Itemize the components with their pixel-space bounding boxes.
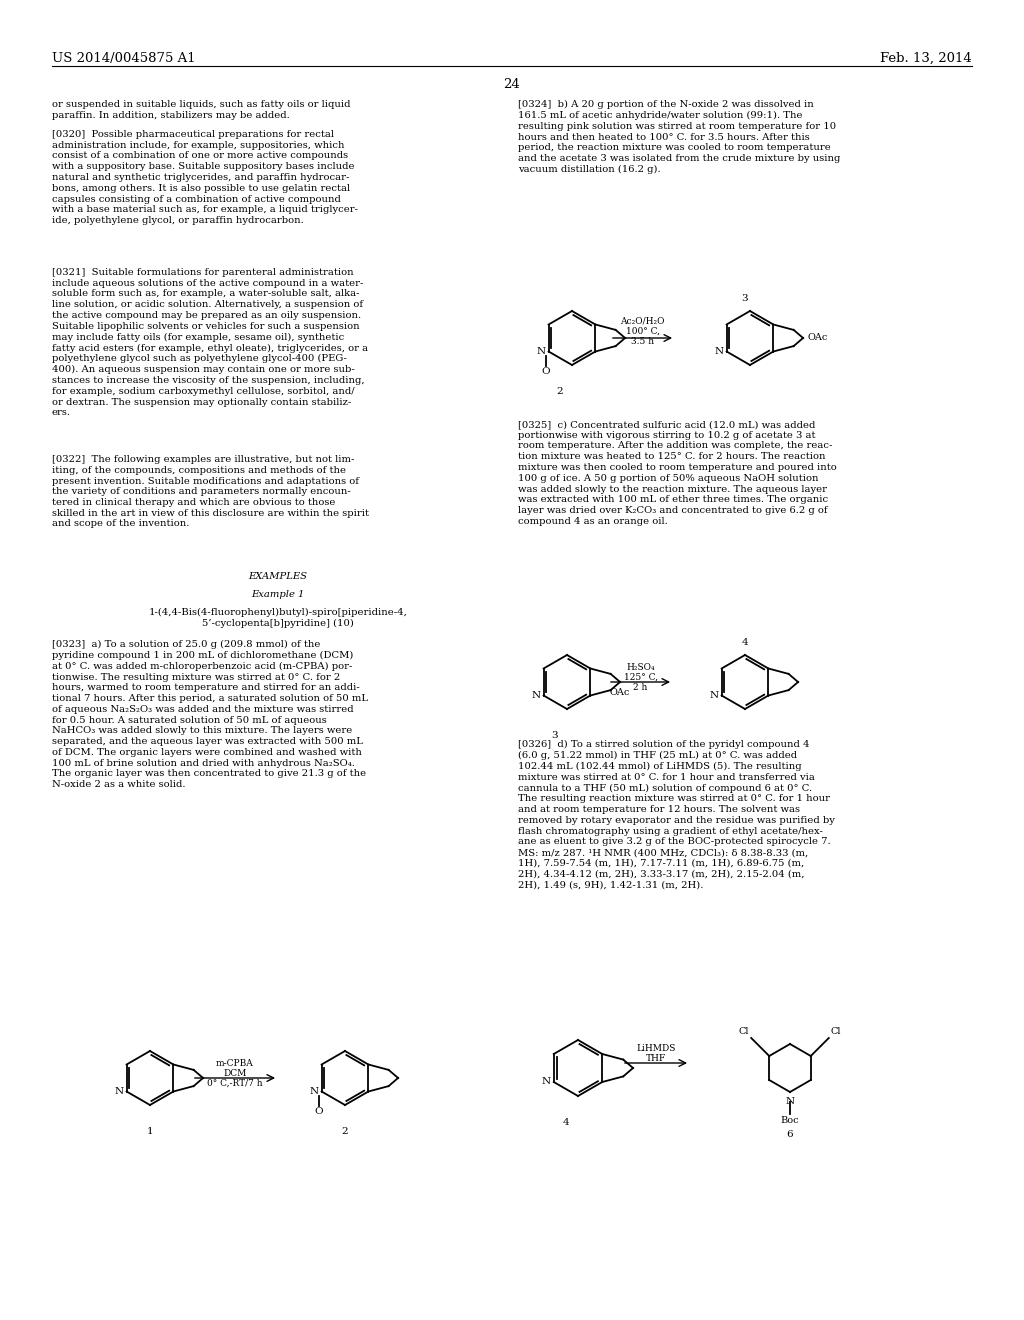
Text: 2: 2 [557, 387, 563, 396]
Text: N: N [785, 1097, 795, 1106]
Text: 2 h: 2 h [633, 682, 648, 692]
Text: Cl: Cl [830, 1027, 842, 1036]
Text: Cl: Cl [738, 1027, 750, 1036]
Text: THF: THF [646, 1053, 667, 1063]
Text: 2: 2 [342, 1127, 348, 1137]
Text: DCM: DCM [223, 1069, 247, 1078]
Text: [0325]  c) Concentrated sulfuric acid (12.0 mL) was added
portionwise with vigor: [0325] c) Concentrated sulfuric acid (12… [518, 420, 837, 525]
Text: Feb. 13, 2014: Feb. 13, 2014 [881, 51, 972, 65]
Text: 1-(4,4-Bis(4-fluorophenyl)butyl)-spiro[piperidine-4,
5’-cyclopenta[b]pyridine] (: 1-(4,4-Bis(4-fluorophenyl)butyl)-spiro[p… [148, 609, 408, 628]
Text: 0° C,-RT/7 h: 0° C,-RT/7 h [207, 1078, 263, 1088]
Text: N: N [309, 1086, 318, 1096]
Text: [0324]  b) A 20 g portion of the N-oxide 2 was dissolved in
161.5 mL of acetic a: [0324] b) A 20 g portion of the N-oxide … [518, 100, 841, 174]
Text: O: O [542, 367, 550, 376]
Text: Example 1: Example 1 [251, 590, 305, 599]
Text: [0326]  d) To a stirred solution of the pyridyl compound 4
(6.0 g, 51.22 mmol) i: [0326] d) To a stirred solution of the p… [518, 741, 835, 890]
Text: Ac₂O/H₂O: Ac₂O/H₂O [621, 317, 665, 326]
Text: O: O [314, 1107, 323, 1117]
Text: 6: 6 [786, 1130, 794, 1139]
Text: LiHMDS: LiHMDS [636, 1044, 676, 1053]
Text: [0323]  a) To a solution of 25.0 g (209.8 mmol) of the
pyridine compound 1 in 20: [0323] a) To a solution of 25.0 g (209.8… [52, 640, 368, 789]
Text: OAc: OAc [610, 688, 630, 697]
Text: 3: 3 [552, 731, 558, 741]
Text: 1: 1 [146, 1127, 154, 1137]
Text: 24: 24 [504, 78, 520, 91]
Text: EXAMPLES: EXAMPLES [249, 572, 307, 581]
Text: US 2014/0045875 A1: US 2014/0045875 A1 [52, 51, 196, 65]
Text: 100° C,: 100° C, [626, 327, 659, 337]
Text: [0322]  The following examples are illustrative, but not lim-
iting, of the comp: [0322] The following examples are illust… [52, 455, 369, 528]
Text: OAc: OAc [807, 334, 827, 342]
Text: 4: 4 [562, 1118, 569, 1127]
Text: N: N [542, 1077, 551, 1086]
Text: N: N [115, 1086, 124, 1096]
Text: N: N [531, 690, 541, 700]
Text: 3.5 h: 3.5 h [631, 337, 654, 346]
Text: or suspended in suitable liquids, such as fatty oils or liquid
paraffin. In addi: or suspended in suitable liquids, such a… [52, 100, 350, 120]
Text: 125° C,: 125° C, [624, 673, 657, 682]
Text: N: N [710, 690, 719, 700]
Text: [0321]  Suitable formulations for parenteral administration
include aqueous solu: [0321] Suitable formulations for parente… [52, 268, 368, 417]
Text: 3: 3 [741, 294, 749, 304]
Text: N: N [537, 347, 546, 356]
Text: [0320]  Possible pharmaceutical preparations for rectal
administration include, : [0320] Possible pharmaceutical preparati… [52, 129, 358, 224]
Text: N: N [715, 347, 724, 356]
Text: 4: 4 [741, 638, 749, 647]
Text: m-CPBA: m-CPBA [216, 1059, 254, 1068]
Text: H₂SO₄: H₂SO₄ [627, 663, 654, 672]
Text: Boc: Boc [780, 1115, 800, 1125]
